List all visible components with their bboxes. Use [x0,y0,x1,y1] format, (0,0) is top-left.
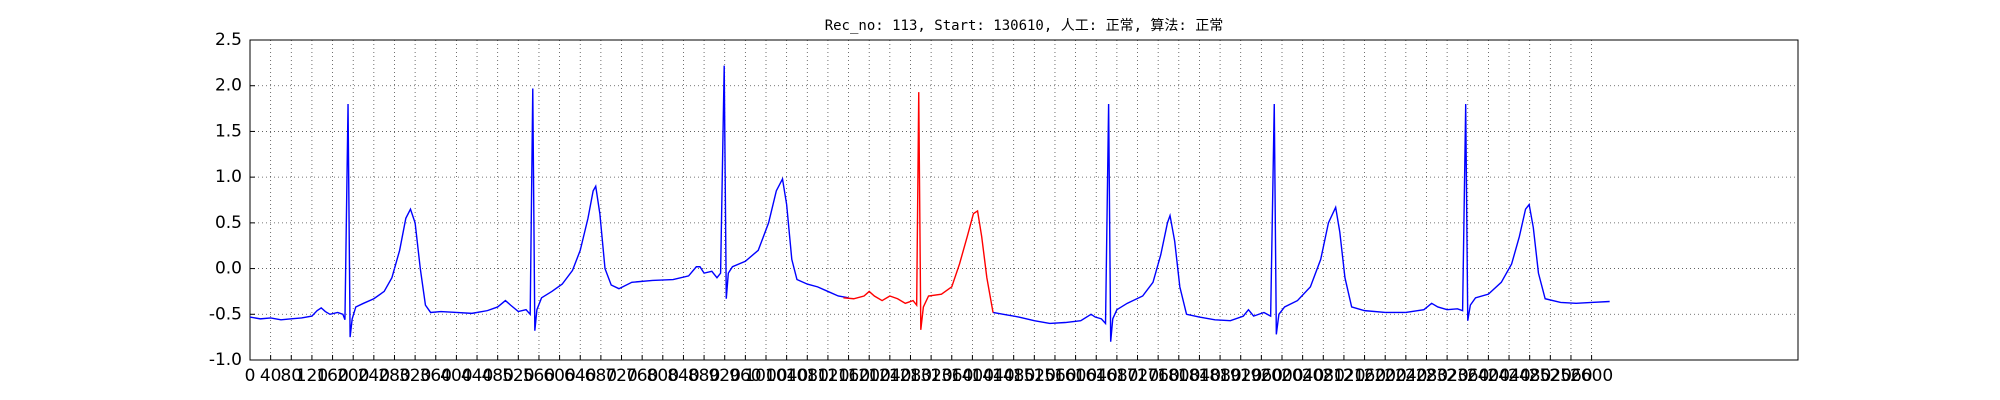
y-tick-label: 0.5 [215,213,242,233]
x-tick-label: 2160 [1343,366,1386,386]
y-tick-label: -1.0 [209,350,242,370]
x-tick-label: 1960 [1240,366,1283,386]
x-tick-label: 2360 [1446,366,1489,386]
x-tick-label: 1640 [1075,366,1118,386]
chart-title: Rec_no: 113, Start: 130610, 人工: 正常, 算法: … [825,18,1224,34]
x-tick-label: 2280 [1405,366,1448,386]
x-tick-label: 80 [280,366,302,386]
x-tick-label: 2400 [1467,366,1510,386]
x-tick-label: 2320 [1425,366,1468,386]
x-tick-label: 760 [626,366,658,386]
x-tick-label: 1880 [1198,366,1241,386]
x-tick-label: 840 [667,366,699,386]
x-tick-label: 400 [440,366,472,386]
x-tick-label: 2520 [1529,366,1572,386]
x-tick-label: 520 [502,366,534,386]
x-tick-label: 2240 [1384,366,1427,386]
x-tick-label: 800 [647,366,679,386]
x-tick-label: 1200 [848,366,891,386]
x-tick-label: 1360 [930,366,973,386]
x-tick-label: 2600 [1570,366,1613,386]
y-tick-label: -0.5 [209,304,242,324]
x-tick-label: 1320 [909,366,952,386]
x-tick-label: 40 [260,366,282,386]
y-tick-label: 2.5 [215,30,242,50]
x-tick-label: 1760 [1137,366,1180,386]
x-tick-label: 1080 [786,366,829,386]
x-tick-label: 1480 [992,366,1035,386]
y-tick-label: 1.0 [215,167,242,187]
y-tick-label: 1.5 [215,121,242,141]
x-tick-label: 1600 [1054,366,1097,386]
x-tick-label: 2200 [1364,366,1407,386]
x-tick-label: 1720 [1116,366,1159,386]
x-tick-label: 960 [729,366,761,386]
y-tick-label: 2.0 [215,76,242,96]
x-tick-label: 880 [688,366,720,386]
signal-line [843,92,994,330]
x-tick-label: 2120 [1322,366,1365,386]
x-tick-label: 1120 [806,366,849,386]
x-tick-label: 1840 [1178,366,1221,386]
x-tick-label: 1240 [868,366,911,386]
x-tick-label: 360 [420,366,452,386]
x-tick-label: 0 [245,366,256,386]
x-tick-label: 1160 [827,366,870,386]
x-tick-label: 1280 [889,366,932,386]
x-tick-label: 2000 [1260,366,1303,386]
x-tick-label: 200 [337,366,369,386]
x-tick-label: 480 [481,366,513,386]
x-tick-label: 280 [378,366,410,386]
x-tick-label: 1000 [744,366,787,386]
x-tick-label: 2440 [1487,366,1530,386]
y-tick-label: 0.0 [215,259,242,279]
x-tick-label: 1800 [1157,366,1200,386]
x-tick-label: 1520 [1013,366,1056,386]
x-tick-label: 920 [708,366,740,386]
x-tick-label: 1920 [1219,366,1262,386]
signal-line [249,65,1610,342]
x-tick-label: 1400 [951,366,994,386]
x-tick-label: 600 [543,366,575,386]
x-tick-label: 240 [358,366,390,386]
x-tick-label: 1040 [765,366,808,386]
x-tick-label: 320 [399,366,431,386]
x-tick-label: 2040 [1281,366,1324,386]
x-tick-label: 720 [605,366,637,386]
x-tick-label: 2480 [1508,366,1551,386]
x-tick-label: 560 [523,366,555,386]
x-tick-label: 1560 [1033,366,1076,386]
x-tick-label: 440 [461,366,493,386]
x-tick-label: 1440 [971,366,1014,386]
x-tick-label: 160 [316,366,348,386]
x-tick-label: 2080 [1302,366,1345,386]
x-tick-label: 680 [585,366,617,386]
x-tick-label: 2560 [1549,366,1592,386]
x-tick-label: 640 [564,366,596,386]
x-tick-label: 1680 [1095,366,1138,386]
x-tick-label: 120 [296,366,328,386]
